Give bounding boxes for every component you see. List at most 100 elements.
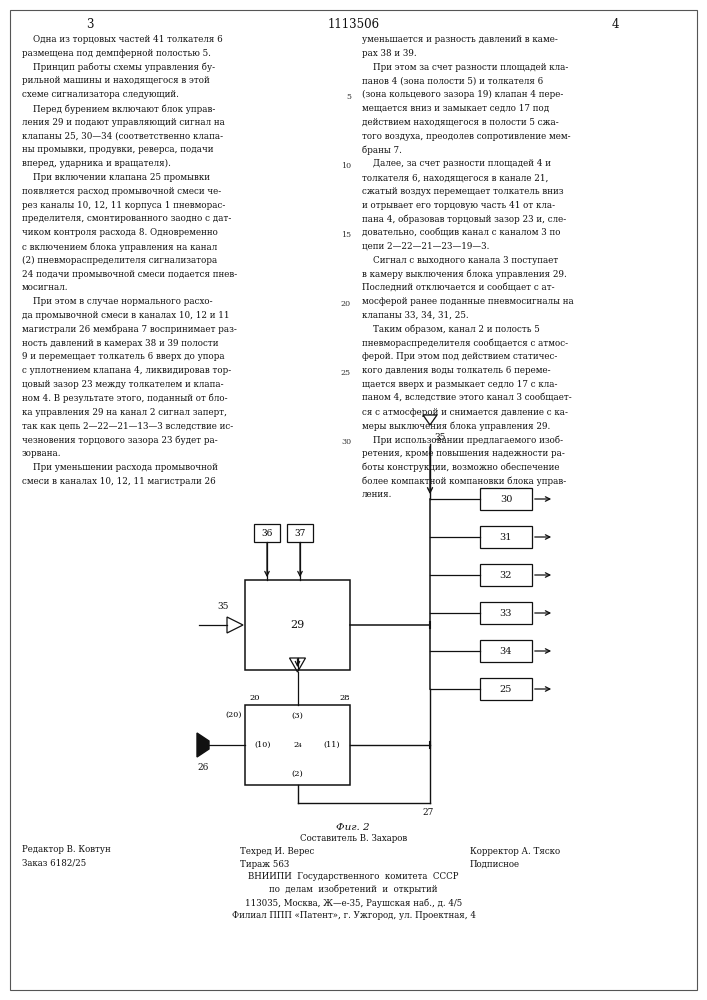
Text: меры выключения блока управления 29.: меры выключения блока управления 29.: [362, 421, 550, 431]
Text: При уменьшении расхода промывочной: При уменьшении расхода промывочной: [22, 463, 218, 472]
Text: ления.: ления.: [362, 490, 392, 499]
Text: так как цепь 2—22—21—13—3 вследствие ис-: так как цепь 2—22—21—13—3 вследствие ис-: [22, 421, 233, 430]
Text: мосигнал.: мосигнал.: [22, 283, 69, 292]
Text: При использовании предлагаемого изоб-: При использовании предлагаемого изоб-: [362, 435, 563, 445]
Text: клапаны 25, 30—34 (соответственно клапа-: клапаны 25, 30—34 (соответственно клапа-: [22, 132, 223, 141]
Text: паном 4, вследствие этого канал 3 сообщает-: паном 4, вследствие этого канал 3 сообща…: [362, 394, 572, 403]
Text: с уплотнением клапана 4, ликвидировав тор-: с уплотнением клапана 4, ликвидировав то…: [22, 366, 231, 375]
Text: Фиг. 2: Фиг. 2: [337, 823, 370, 832]
Text: Таким образом, канал 2 и полость 5: Таким образом, канал 2 и полость 5: [362, 325, 539, 334]
Text: 26: 26: [197, 763, 209, 772]
Bar: [480, 640, 532, 662]
Text: Филиал ППП «Патент», г. Ужгород, ул. Проектная, 4: Филиал ППП «Патент», г. Ужгород, ул. Про…: [232, 911, 475, 920]
Text: 31: 31: [500, 532, 513, 542]
Text: 3: 3: [86, 18, 94, 31]
Text: 37: 37: [294, 528, 305, 538]
Text: При этом за счет разности площадей кла-: При этом за счет разности площадей кла-: [362, 63, 568, 72]
Text: рильной машины и находящегося в этой: рильной машины и находящегося в этой: [22, 76, 210, 85]
Text: 30: 30: [500, 494, 512, 504]
Text: Корректор А. Тяско: Корректор А. Тяско: [470, 847, 560, 856]
Text: 34: 34: [500, 647, 513, 656]
Text: кого давления воды толкатель 6 переме-: кого давления воды толкатель 6 переме-: [362, 366, 551, 375]
Text: Последний отключается и сообщает с ат-: Последний отключается и сообщает с ат-: [362, 283, 554, 292]
Text: Тираж 563: Тираж 563: [240, 860, 289, 869]
Text: зорвана.: зорвана.: [22, 449, 62, 458]
Text: (зона кольцевого зазора 19) клапан 4 пере-: (зона кольцевого зазора 19) клапан 4 пер…: [362, 90, 563, 99]
Bar: [245, 580, 350, 670]
Text: 28: 28: [339, 694, 350, 702]
Polygon shape: [197, 733, 209, 757]
Bar: [254, 524, 280, 542]
Text: уменьшается и разность давлений в каме-: уменьшается и разность давлений в каме-: [362, 35, 558, 44]
Text: 15: 15: [341, 231, 351, 239]
Text: ления 29 и подают управляющий сигнал на: ления 29 и подают управляющий сигнал на: [22, 118, 225, 127]
Text: мосферой ранее поданные пневмосигналы на: мосферой ранее поданные пневмосигналы на: [362, 297, 574, 306]
Text: 5: 5: [346, 93, 351, 101]
Text: пределителя, смонтированного заодно с дат-: пределителя, смонтированного заодно с да…: [22, 214, 231, 223]
Text: Далее, за счет разности площадей 4 и: Далее, за счет разности площадей 4 и: [362, 159, 551, 168]
Text: 30: 30: [341, 438, 351, 446]
Text: 25: 25: [500, 684, 512, 694]
Bar: [480, 564, 532, 586]
Text: клапаны 33, 34, 31, 25.: клапаны 33, 34, 31, 25.: [362, 311, 469, 320]
Text: ВНИИПИ  Государственного  комитета  СССР: ВНИИПИ Государственного комитета СССР: [248, 872, 459, 881]
Text: размещена под демпферной полостью 5.: размещена под демпферной полостью 5.: [22, 49, 211, 58]
Text: чиком контроля расхода 8. Одновременно: чиком контроля расхода 8. Одновременно: [22, 228, 218, 237]
Bar: [480, 678, 532, 700]
Text: 1113506: 1113506: [327, 18, 380, 31]
Text: в камеру выключения блока управления 29.: в камеру выключения блока управления 29.: [362, 270, 567, 279]
Text: Подписное: Подписное: [470, 860, 520, 869]
Text: (2): (2): [291, 770, 303, 778]
Text: 20: 20: [341, 300, 351, 308]
Bar: [480, 526, 532, 548]
Text: Заказ 6182/25: Заказ 6182/25: [22, 858, 86, 867]
Text: ка управления 29 на канал 2 сигнал заперт,: ка управления 29 на канал 2 сигнал запер…: [22, 408, 227, 417]
Text: При этом в случае нормального расхо-: При этом в случае нормального расхо-: [22, 297, 213, 306]
Text: ферой. При этом под действием статичес-: ферой. При этом под действием статичес-: [362, 352, 557, 361]
Text: 20: 20: [250, 694, 260, 702]
Text: ся с атмосферой и снимается давление с ка-: ся с атмосферой и снимается давление с к…: [362, 408, 568, 417]
Text: появляется расход промывочной смеси че-: появляется расход промывочной смеси че-: [22, 187, 221, 196]
Text: мещается вниз и замыкает седло 17 под: мещается вниз и замыкает седло 17 под: [362, 104, 549, 113]
Text: сжатый воздух перемещает толкатель вниз: сжатый воздух перемещает толкатель вниз: [362, 187, 563, 196]
Text: по  делам  изобретений  и  открытий: по делам изобретений и открытий: [269, 885, 438, 894]
Text: 29: 29: [291, 620, 305, 630]
Text: (11): (11): [324, 741, 340, 749]
Text: панов 4 (зона полости 5) и толкателя 6: панов 4 (зона полости 5) и толкателя 6: [362, 76, 543, 85]
Text: с включением блока управления на канал: с включением блока управления на канал: [22, 242, 217, 251]
Text: вперед, ударника и вращателя).: вперед, ударника и вращателя).: [22, 159, 171, 168]
Text: действием находящегося в полости 5 сжа-: действием находящегося в полости 5 сжа-: [362, 118, 559, 127]
Text: цепи 2—22—21—23—19—3.: цепи 2—22—21—23—19—3.: [362, 242, 489, 251]
Text: 32: 32: [500, 570, 513, 580]
Text: Составитель В. Захаров: Составитель В. Захаров: [300, 834, 407, 843]
Text: цовый зазор 23 между толкателем и клапа-: цовый зазор 23 между толкателем и клапа-: [22, 380, 223, 389]
Text: (10): (10): [255, 741, 271, 749]
Text: Сигнал с выходного канала 3 поступает: Сигнал с выходного канала 3 поступает: [362, 256, 559, 265]
Text: ном 4. В результате этого, поданный от бло-: ном 4. В результате этого, поданный от б…: [22, 394, 228, 403]
Text: Перед бурением включают блок управ-: Перед бурением включают блок управ-: [22, 104, 216, 113]
Text: толкателя 6, находящегося в канале 21,: толкателя 6, находящегося в канале 21,: [362, 173, 549, 182]
Text: 2₄: 2₄: [293, 741, 302, 749]
Text: того воздуха, преодолев сопротивление мем-: того воздуха, преодолев сопротивление ме…: [362, 132, 571, 141]
Text: 24 подачи промывочной смеси подается пнев-: 24 подачи промывочной смеси подается пне…: [22, 270, 238, 279]
Text: ретения, кроме повышения надежности ра-: ретения, кроме повышения надежности ра-: [362, 449, 565, 458]
Text: 9 и перемещает толкатель 6 вверх до упора: 9 и перемещает толкатель 6 вверх до упор…: [22, 352, 225, 361]
Text: 10: 10: [341, 162, 351, 170]
Text: чезновения торцового зазора 23 будет ра-: чезновения торцового зазора 23 будет ра-: [22, 435, 218, 445]
Bar: [480, 602, 532, 624]
Text: Одна из торцовых частей 41 толкателя 6: Одна из торцовых частей 41 толкателя 6: [22, 35, 223, 44]
Text: (20): (20): [226, 711, 242, 719]
Text: ны промывки, продувки, реверса, подачи: ны промывки, продувки, реверса, подачи: [22, 145, 214, 154]
Text: пневмораспределителя сообщается с атмос-: пневмораспределителя сообщается с атмос-: [362, 339, 568, 348]
Text: магистрали 26 мембрана 7 воспринимает раз-: магистрали 26 мембрана 7 воспринимает ра…: [22, 325, 237, 334]
Text: браны 7.: браны 7.: [362, 145, 402, 155]
Text: более компактной компановки блока управ-: более компактной компановки блока управ-: [362, 477, 566, 486]
Text: смеси в каналах 10, 12, 11 магистрали 26: смеси в каналах 10, 12, 11 магистрали 26: [22, 477, 216, 486]
Text: ность давлений в камерах 38 и 39 полости: ность давлений в камерах 38 и 39 полости: [22, 339, 218, 348]
Bar: [287, 524, 313, 542]
Text: и отрывает его торцовую часть 41 от кла-: и отрывает его торцовую часть 41 от кла-: [362, 201, 555, 210]
Text: схеме сигнализатора следующий.: схеме сигнализатора следующий.: [22, 90, 179, 99]
Text: боты конструкции, возможно обеспечение: боты конструкции, возможно обеспечение: [362, 463, 559, 472]
Bar: [245, 705, 350, 785]
Text: 25: 25: [341, 369, 351, 377]
